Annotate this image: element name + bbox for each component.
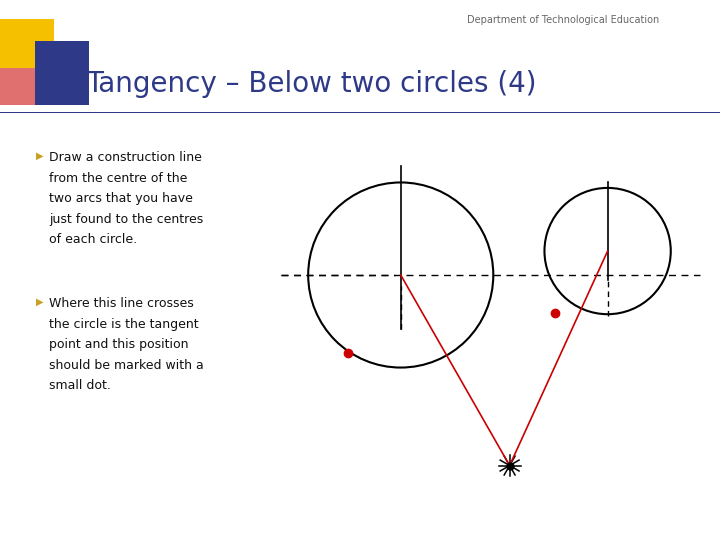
Text: of each circle.: of each circle. xyxy=(49,233,137,246)
Text: from the centre of the: from the centre of the xyxy=(49,172,187,185)
Text: the circle is the tangent: the circle is the tangent xyxy=(49,318,199,330)
Text: ▶: ▶ xyxy=(36,151,43,161)
Text: Tangency – Below two circles (4): Tangency – Below two circles (4) xyxy=(86,70,537,98)
Text: Where this line crosses: Where this line crosses xyxy=(49,297,194,310)
Text: should be marked with a: should be marked with a xyxy=(49,359,204,372)
Text: just found to the centres: just found to the centres xyxy=(49,213,203,226)
Text: small dot.: small dot. xyxy=(49,379,111,392)
Text: ▶: ▶ xyxy=(36,297,43,307)
Text: Department of Technological Education: Department of Technological Education xyxy=(467,15,659,25)
Text: two arcs that you have: two arcs that you have xyxy=(49,192,193,205)
Text: point and this position: point and this position xyxy=(49,338,189,351)
Text: Draw a construction line: Draw a construction line xyxy=(49,151,202,164)
